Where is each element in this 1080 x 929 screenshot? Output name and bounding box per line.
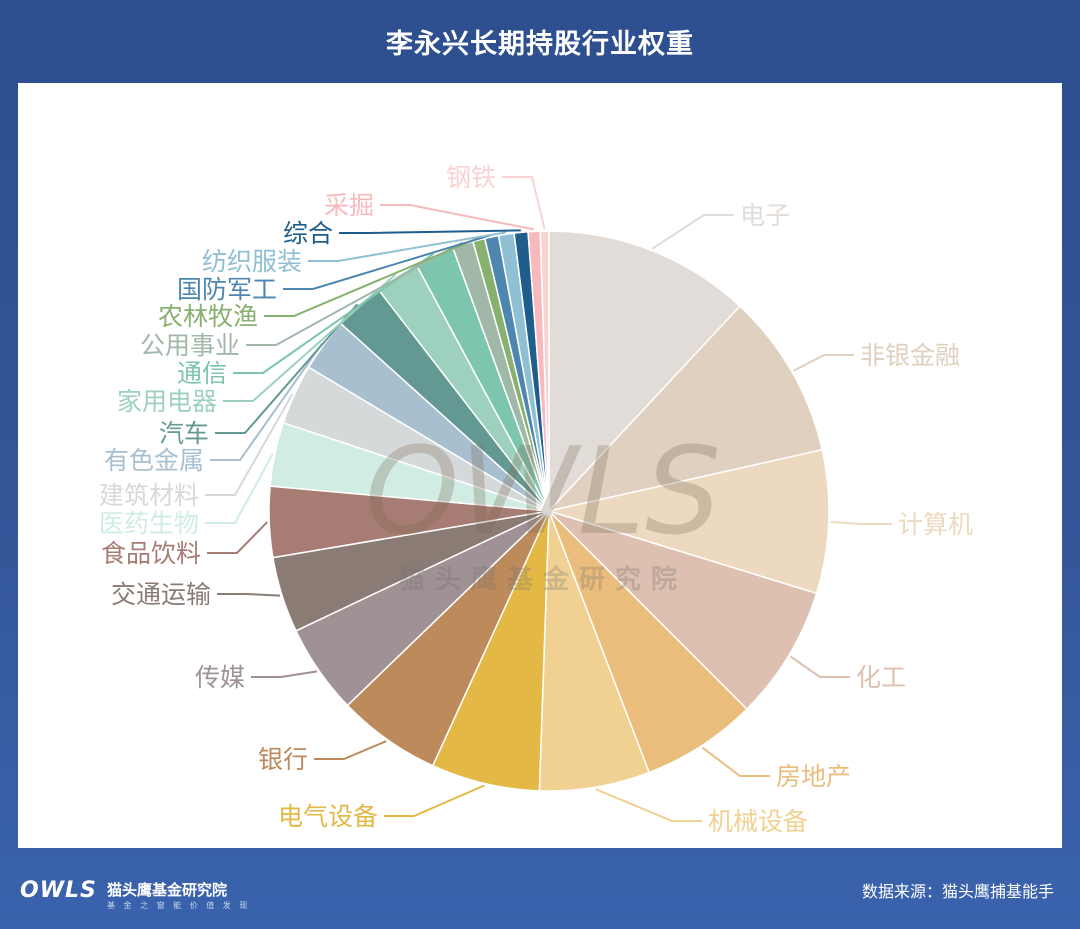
leader-line-0 xyxy=(651,214,734,250)
footer-slogan: 基 金 之 窗 能 价 值 发 现 xyxy=(107,901,251,910)
slice-label-20: 纺织服装 xyxy=(202,247,302,276)
leader-line-7 xyxy=(314,740,387,760)
leader-line-19 xyxy=(283,234,492,290)
slice-label-9: 交通运输 xyxy=(111,580,211,609)
slice-label-19: 国防军工 xyxy=(177,275,277,304)
slice-label-6: 电气设备 xyxy=(278,802,378,831)
slice-label-21: 综合 xyxy=(283,219,333,248)
slice-label-18: 农林牧渔 xyxy=(158,302,258,331)
slice-label-4: 房地产 xyxy=(776,762,851,791)
footer-logo: OWLS xyxy=(20,878,97,903)
slice-label-5: 机械设备 xyxy=(708,807,808,836)
slice-label-12: 建筑材料 xyxy=(99,481,199,510)
slice-label-8: 传媒 xyxy=(195,663,245,692)
leader-line-6 xyxy=(384,784,485,817)
watermark-logo: OWLS xyxy=(365,423,721,562)
pie-slice-2 xyxy=(546,448,830,595)
slice-label-7: 银行 xyxy=(258,745,308,774)
slice-label-22: 采掘 xyxy=(324,191,374,220)
slice-label-16: 通信 xyxy=(177,359,227,388)
pie-slice-3 xyxy=(548,510,818,711)
slice-label-0: 电子 xyxy=(740,201,790,230)
slice-label-10: 食品饮料 xyxy=(101,539,201,568)
leader-line-4 xyxy=(701,746,770,777)
watermark: OWLS 猫头鹰基金研究院 xyxy=(365,423,721,595)
chart-panel: 电子非银金融计算机化工房地产机械设备 电气设备 银行 传媒 交通运输 食品饮料 医药生物 建筑… xyxy=(18,83,1062,848)
leader-line-3 xyxy=(789,655,850,678)
leader-line-17 xyxy=(246,241,463,346)
leader-line-16 xyxy=(233,252,435,374)
leader-line-1 xyxy=(793,354,854,372)
leader-line-21 xyxy=(339,229,521,234)
leader-line-20 xyxy=(308,231,507,262)
leader-line-13 xyxy=(210,342,323,461)
slice-label-15: 家用电器 xyxy=(117,387,217,416)
slice-label-1: 非银金融 xyxy=(860,341,960,370)
leader-line-22 xyxy=(380,204,535,231)
pie-slice-4 xyxy=(548,510,748,774)
slice-label-2: 计算机 xyxy=(898,510,973,539)
slice-label-3: 化工 xyxy=(856,663,906,692)
watermark-name: 猫头鹰基金研究院 xyxy=(399,564,687,595)
chart-title: 李永兴长期持股行业权重 xyxy=(386,29,694,60)
pie-slice-1 xyxy=(546,305,824,513)
leader-line-23 xyxy=(502,176,546,230)
data-source: 数据来源：猫头鹰捕基能手 xyxy=(861,882,1054,901)
footer-org-name: 猫头鹰基金研究院 xyxy=(107,881,228,899)
leader-line-12 xyxy=(205,392,294,496)
leader-line-8 xyxy=(251,670,318,678)
leader-line-2 xyxy=(830,521,892,525)
leader-line-18 xyxy=(264,237,479,317)
leader-line-11 xyxy=(205,453,274,524)
leader-line-15 xyxy=(223,273,397,402)
leader-line-9 xyxy=(217,593,281,597)
slice-label-14: 汽车 xyxy=(159,419,209,448)
pie-slice-5 xyxy=(538,510,651,792)
pie-slices xyxy=(268,230,830,792)
pie-slice-0 xyxy=(548,230,741,513)
label-leader-lines xyxy=(205,176,892,822)
slice-label-13: 有色金属 xyxy=(104,446,204,475)
slice-label-23: 钢铁 xyxy=(446,163,496,192)
leader-line-10 xyxy=(207,521,268,554)
slice-label-17: 公用事业 xyxy=(140,331,240,360)
leader-line-14 xyxy=(215,303,359,434)
leader-line-5 xyxy=(595,788,702,822)
pie-slice-23 xyxy=(539,230,550,512)
slice-label-11: 医药生物 xyxy=(99,509,199,538)
